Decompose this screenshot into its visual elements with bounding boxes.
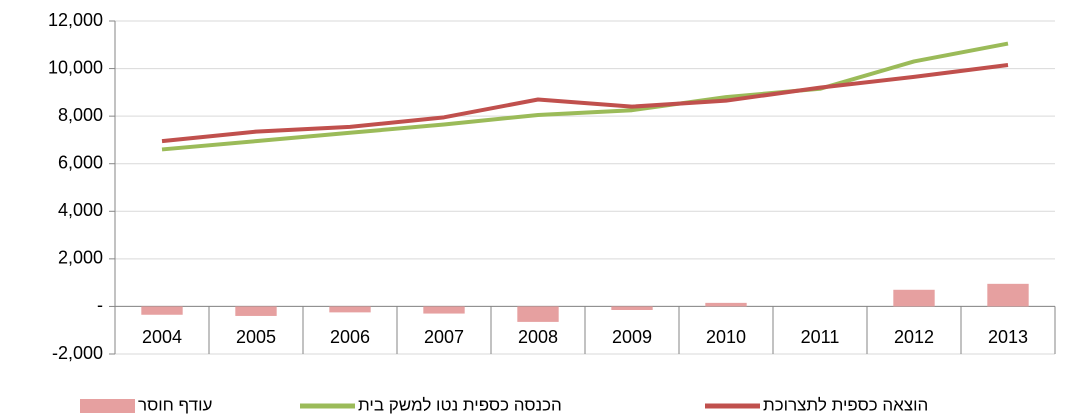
bar xyxy=(987,283,1029,307)
y-tick-label: -2,000 xyxy=(52,343,103,363)
x-tick-label: 2007 xyxy=(424,327,464,347)
bar xyxy=(893,289,935,307)
x-tick-label: 2010 xyxy=(706,327,746,347)
y-tick-label: 8,000 xyxy=(58,105,103,125)
y-tick-label: 2,000 xyxy=(58,248,103,268)
bar xyxy=(517,306,559,322)
x-tick-label: 2005 xyxy=(236,327,276,347)
legend-label: הוצאה כספית לתצרוכת xyxy=(763,395,928,414)
legend-marker xyxy=(80,399,135,413)
x-tick-label: 2011 xyxy=(801,327,840,347)
x-tick-label: 2012 xyxy=(894,327,934,347)
x-tick-label: 2006 xyxy=(330,327,370,347)
y-tick-label: - xyxy=(97,295,103,315)
bar xyxy=(141,306,183,315)
x-tick-label: 2008 xyxy=(518,327,558,347)
y-tick-label: 10,000 xyxy=(48,57,103,77)
bar xyxy=(423,306,465,314)
line-series xyxy=(161,63,1009,144)
bar xyxy=(611,306,653,310)
x-tick-label: 2013 xyxy=(988,327,1028,347)
bar xyxy=(235,306,277,316)
line-series xyxy=(161,41,1009,152)
legend-label: עודף חוסר xyxy=(138,395,212,414)
x-tick-label: 2009 xyxy=(612,327,652,347)
y-tick-label: 6,000 xyxy=(58,152,103,172)
y-tick-label: 4,000 xyxy=(58,200,103,220)
bar xyxy=(705,302,747,307)
bar xyxy=(329,306,371,313)
legend-label: הכנסה כספית נטו למשק בית xyxy=(358,395,562,414)
y-tick-label: 12,000 xyxy=(48,10,103,30)
x-tick-label: 2004 xyxy=(142,327,182,347)
